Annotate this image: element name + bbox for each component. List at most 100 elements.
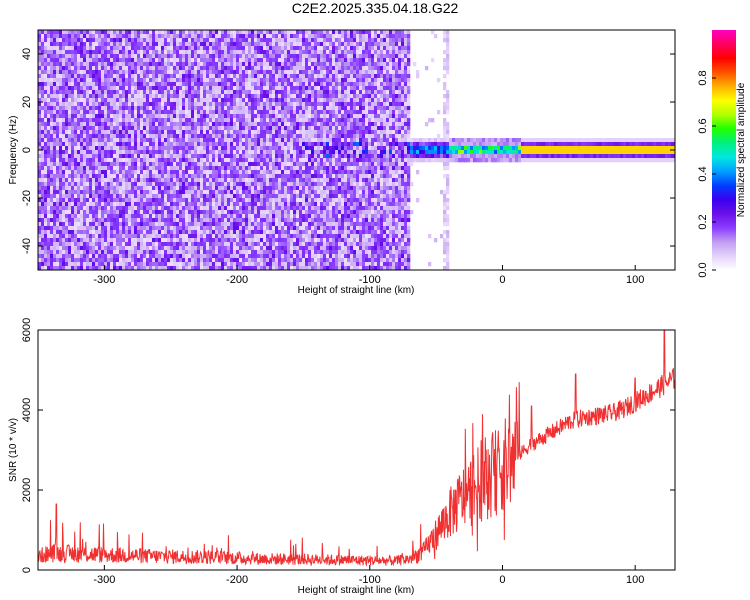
spectrogram-cell	[71, 66, 75, 71]
spectrogram-cell	[56, 150, 60, 155]
spectrogram-cell	[239, 54, 243, 59]
spectrogram-cell	[206, 94, 210, 99]
spectrogram-cell	[254, 134, 258, 139]
spectrogram-cell	[185, 106, 189, 111]
spectrogram-cell	[128, 46, 132, 51]
spectrogram-cell	[257, 38, 261, 43]
spectrogram-cell	[92, 206, 96, 211]
spectrogram-cell	[188, 222, 192, 227]
spectrogram-cell	[131, 82, 135, 87]
spectrogram-cell	[284, 202, 288, 207]
spectrogram-cell	[68, 46, 72, 51]
spectrogram-cell	[92, 146, 96, 151]
spectrogram-cell	[86, 182, 90, 187]
spectrogram-cell	[68, 158, 72, 163]
spectrogram-cell	[194, 50, 198, 55]
spectrogram-cell	[68, 190, 72, 195]
spectrogram-cell	[185, 162, 189, 167]
spectrogram-cell	[248, 170, 252, 175]
spectrogram-cell	[98, 142, 102, 147]
spectrogram-cell	[56, 54, 60, 59]
spectrogram-cell	[92, 198, 96, 203]
spectrogram-cell	[236, 134, 240, 139]
spectrogram-cell	[113, 238, 117, 243]
spectrogram-cell	[56, 42, 60, 47]
spectrogram-cell	[233, 258, 237, 263]
spectrogram-cell	[194, 210, 198, 215]
spectrogram-cell	[236, 30, 240, 35]
spectrogram-cell	[137, 214, 141, 219]
spectrogram-cell	[200, 150, 204, 155]
spectrogram-cell	[107, 86, 111, 91]
spectrogram-cell	[53, 262, 57, 267]
spectrogram-cell	[281, 134, 285, 139]
spectrogram-cell	[116, 98, 120, 103]
spectrogram-cell	[107, 170, 111, 175]
spectrogram-cell	[38, 222, 42, 227]
spectrogram-cell	[218, 250, 222, 255]
spectrogram-cell	[92, 118, 96, 123]
spectrogram-cell	[275, 254, 279, 259]
spectrogram-cell	[122, 242, 126, 247]
spectrogram-cell	[128, 254, 132, 259]
spectrogram-cell	[212, 214, 216, 219]
spectrogram-cell	[128, 122, 132, 127]
spectrogram-cell	[140, 262, 144, 267]
spectrogram-cell	[203, 226, 207, 231]
spectrogram-cell	[269, 166, 273, 171]
spectrogram-cell	[47, 166, 51, 171]
spectrogram-cell	[233, 202, 237, 207]
spectrogram-cell	[254, 226, 258, 231]
spectrogram-cell	[143, 102, 147, 107]
spectrogram-cell	[272, 126, 276, 131]
spectrogram-cell	[50, 250, 54, 255]
spectrogram-cell	[260, 234, 264, 239]
spectrogram-cell	[44, 122, 48, 127]
spectrogram-cell	[197, 210, 201, 215]
spectrogram-cell	[239, 34, 243, 39]
spectrogram-cell	[137, 134, 141, 139]
spectrogram-cell	[119, 146, 123, 151]
spectrogram-cell	[245, 34, 249, 39]
spectrogram-cell	[128, 246, 132, 251]
spectrogram-cell	[182, 138, 186, 143]
spectrogram-cell	[113, 250, 117, 255]
spectrogram-cell	[197, 98, 201, 103]
spectrogram-cell	[254, 50, 258, 55]
spectrogram-cell	[167, 186, 171, 191]
spectrogram-cell	[119, 250, 123, 255]
spectrogram-cell	[95, 122, 99, 127]
spectrogram-cell	[251, 62, 255, 67]
spectrogram-cell	[263, 134, 267, 139]
spectrogram-cell	[152, 162, 156, 167]
spectrogram-cell	[149, 82, 153, 87]
spectrogram-cell	[173, 50, 177, 55]
spectrogram-cell	[191, 174, 195, 179]
spectrogram-cell	[245, 78, 249, 83]
spectrogram-cell	[245, 50, 249, 55]
spectrogram-cell	[251, 118, 255, 123]
spectrogram-cell	[86, 194, 90, 199]
spectrogram-cell	[119, 70, 123, 75]
spectrogram-cell	[263, 250, 267, 255]
spectrogram-cell	[86, 50, 90, 55]
spectrogram-cell	[212, 194, 216, 199]
spectrogram-cell	[65, 46, 69, 51]
spectrogram-cell	[125, 266, 129, 270]
spectrogram-cell	[266, 162, 270, 167]
spectrogram-cell	[50, 170, 54, 175]
spectrogram-cell	[119, 218, 123, 223]
spectrogram-cell	[257, 234, 261, 239]
spectrogram-cell	[179, 162, 183, 167]
spectrogram-cell	[281, 70, 285, 75]
spectrogram-cell	[200, 226, 204, 231]
spectrogram-cell	[128, 194, 132, 199]
spectrogram-cell	[107, 50, 111, 55]
spectrogram-cell	[62, 190, 66, 195]
spectrogram-cell	[38, 182, 42, 187]
spectrogram-cell	[119, 154, 123, 159]
spectrogram-cell	[59, 238, 63, 243]
spectrogram-cell	[242, 254, 246, 259]
spectrogram-cell	[272, 218, 276, 223]
spectrogram-cell	[161, 106, 165, 111]
